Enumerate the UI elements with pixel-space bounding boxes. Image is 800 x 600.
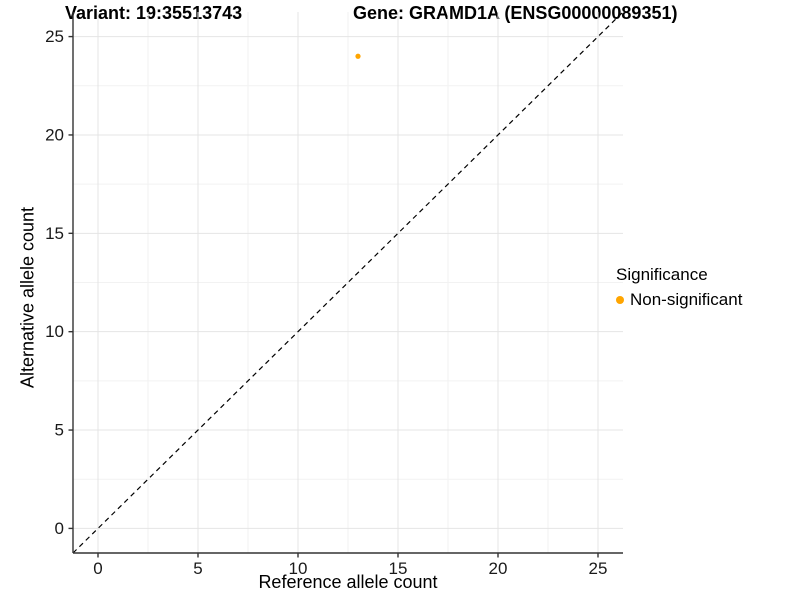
plot-title: Variant: 19:35513743 Gene: GRAMD1A (ENSG… [0, 3, 800, 25]
x-tick-label: 15 [389, 559, 408, 578]
legend-entry-label: Non-significant [630, 290, 743, 309]
x-tick-label: 25 [589, 559, 608, 578]
y-tick-label: 10 [45, 322, 64, 341]
data-point [355, 53, 361, 59]
x-axis-title: Reference allele count [258, 572, 438, 592]
legend: Significance Non-significant [616, 265, 742, 310]
y-tick-label: 15 [45, 224, 64, 243]
x-tick-label: 5 [193, 559, 202, 578]
identity-dashed-line [72, 11, 624, 554]
y-axis-title: Alternative allele count [17, 206, 38, 389]
x-tick-label: 20 [489, 559, 508, 578]
gene-title: Gene: GRAMD1A (ENSG00000089351) [353, 3, 678, 23]
legend-title: Significance [616, 265, 708, 284]
x-tick-label: 10 [289, 559, 308, 578]
y-tick-label: 25 [45, 27, 64, 46]
legend-point-icon [616, 296, 624, 304]
legend-entry: Non-significant [616, 290, 742, 310]
y-tick-label: 5 [55, 421, 64, 440]
y-tick-label: 0 [55, 519, 64, 538]
x-tick-label: 0 [93, 559, 102, 578]
y-tick-label: 20 [45, 125, 64, 144]
